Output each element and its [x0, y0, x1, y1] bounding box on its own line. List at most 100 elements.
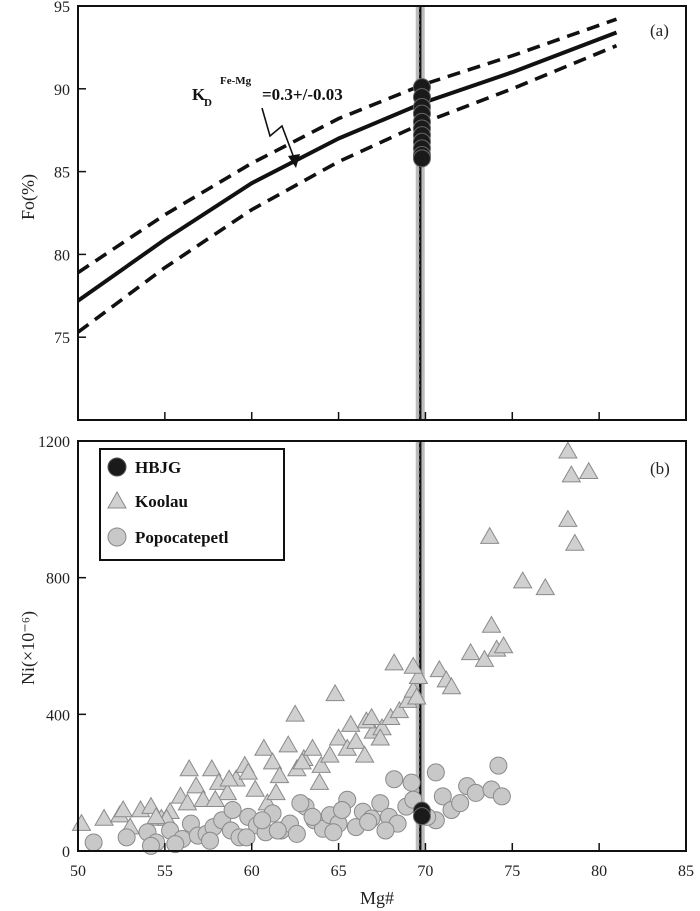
popocatepetl-point [117, 828, 136, 847]
koolau-point [245, 779, 266, 797]
panel-b-series-koolau [71, 441, 599, 835]
hbjg-point-b [412, 807, 431, 826]
koolau-point [113, 799, 134, 818]
koolau-point [219, 769, 239, 787]
popocatepetl-point [451, 794, 470, 813]
popocatepetl-point [291, 794, 310, 813]
hbjg-point-a [412, 149, 431, 168]
popocatepetl-point [287, 824, 306, 843]
x-tick-label-b: 85 [678, 863, 694, 880]
panel-b: 0 400 800 1200 50 55 60 65 70 75 80 85 (b) Ni(×10⁻⁶… [18, 434, 694, 908]
popocatepetl-point [201, 831, 220, 850]
koolau-point [406, 687, 427, 705]
fo-curve-dashed-2 [76, 44, 618, 334]
fo-curve-solid-0 [76, 30, 618, 303]
popocatepetl-point [166, 835, 185, 854]
popocatepetl-point [402, 773, 421, 792]
y-tick-label-a: 85 [54, 165, 70, 182]
koolau-point [311, 755, 332, 773]
y-tick-label-b: 1200 [38, 434, 70, 451]
koolau-point [94, 808, 114, 826]
kd-arrow-line [261, 107, 295, 159]
koolau-point [340, 714, 361, 732]
popocatepetl-point [268, 821, 287, 840]
popocatepetl-point [333, 801, 352, 819]
popocatepetl-point [237, 828, 256, 847]
koolau-point [441, 676, 462, 695]
koolau-point [266, 782, 286, 801]
legend: HBJG Koolau Popocatepetl [99, 448, 285, 561]
popocatepetl-point [253, 811, 272, 830]
panel-b-frame [77, 440, 687, 852]
legend-label-popocatepetl: Popocatepetl [135, 528, 229, 547]
legend-box [99, 448, 285, 561]
legend-marker-hbjg [107, 457, 127, 477]
koolau-point [389, 700, 410, 719]
panel-b-ylabel: Ni(×10⁻⁶) [18, 611, 39, 685]
y-tick-label-a: 75 [54, 330, 70, 347]
popocatepetl-point [359, 812, 378, 831]
x-tick-label-b: 65 [331, 863, 347, 880]
koolau-point [384, 653, 405, 671]
koolau-point [535, 577, 556, 596]
koolau-point [179, 758, 200, 777]
y-tick-label-b: 400 [46, 707, 70, 724]
koolau-point [564, 533, 585, 551]
panel-a-ticks: 75 80 85 90 95 [54, 0, 687, 420]
x-tick-label-b: 55 [157, 863, 173, 880]
koolau-point [479, 526, 500, 544]
koolau-point [328, 728, 349, 746]
popocatepetl-point [223, 801, 242, 819]
legend-label-hbjg: HBJG [135, 458, 181, 477]
popocatepetl-point [376, 821, 395, 840]
popocatepetl-point [433, 787, 452, 806]
panel-a-ylabel: Fo(%) [18, 174, 39, 220]
x-tick-label-b: 80 [591, 863, 607, 880]
panel-b-series-popocatepetl [84, 756, 511, 855]
koolau-point [146, 806, 167, 825]
panel-a-points [412, 78, 431, 168]
koolau-point [403, 656, 424, 674]
koolau-point [238, 762, 259, 780]
koolau-point [309, 772, 330, 790]
popocatepetl-point [492, 787, 511, 806]
koolau-point [429, 659, 450, 678]
koolau-point [205, 789, 226, 807]
fo-curve-dashed-1 [77, 17, 618, 275]
koolau-point [481, 615, 502, 633]
x-tick-label-b: 50 [70, 863, 86, 880]
panel-b-series-hbjg [412, 801, 431, 826]
koolau-point [561, 465, 582, 483]
panel-a-frame [77, 5, 687, 421]
panel-a-lines [76, 17, 618, 334]
koolau-point [177, 793, 198, 811]
koolau-point [71, 813, 92, 831]
koolau-point [262, 752, 283, 770]
legend-marker-popocatepetl [107, 527, 127, 547]
popocatepetl-point [385, 770, 404, 789]
popocatepetl-point [324, 823, 343, 842]
koolau-point [361, 707, 382, 725]
x-tick-label-b: 70 [417, 863, 433, 880]
y-tick-label-b: 800 [46, 571, 70, 588]
y-tick-label-a: 80 [54, 247, 70, 264]
koolau-point [346, 731, 366, 749]
y-tick-label-a: 95 [54, 0, 70, 16]
y-tick-label-b: 0 [62, 844, 70, 861]
kd-label-sup: Fe-Mg [220, 75, 252, 87]
koolau-point [512, 571, 533, 589]
panel-a: 75 80 85 90 95 (a) Fo(%) K D Fe-Mg =0.3+/-0.… [18, 0, 687, 421]
koolau-point [408, 666, 429, 684]
koolau-point [269, 765, 290, 784]
koolau-point [193, 789, 213, 807]
koolau-point [292, 752, 312, 770]
koolau-point [201, 758, 222, 777]
kd-label-sub: D [204, 97, 212, 109]
panel-b-xlabel: Mg# [360, 888, 394, 908]
panel-a-vband [415, 6, 425, 420]
legend-marker-koolau [107, 490, 127, 509]
koolau-point [578, 461, 599, 479]
koolau-point [460, 642, 481, 661]
popocatepetl-point [489, 756, 508, 775]
